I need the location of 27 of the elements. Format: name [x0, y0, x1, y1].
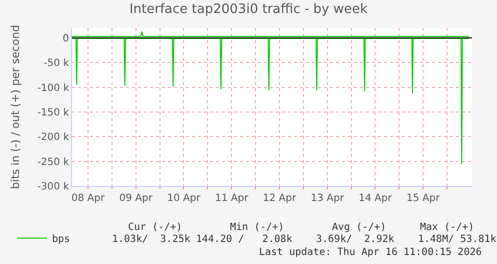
y-axis-title: bits in (-) / out (+) per second — [8, 24, 22, 190]
y-tick-label: -250 k — [37, 156, 70, 168]
text: Max (-/+) — [420, 222, 474, 233]
y-tick-label: -200 k — [37, 132, 70, 144]
x-tick-label: 14 Apr — [358, 193, 393, 204]
text: Min (-/+) — [230, 222, 284, 233]
text: Avg (-/+) — [332, 222, 386, 233]
y-tick-label: -300 k — [37, 182, 70, 192]
x-tick-label: 11 Apr — [215, 193, 250, 204]
x-tick-label: 10 Apr — [167, 193, 202, 204]
y-tick-label: 0 — [62, 33, 69, 44]
y-tick-label: -50 k — [44, 58, 70, 70]
y-tick-label: -100 k — [37, 82, 70, 94]
text: 1.03k/ 3.25k — [112, 234, 190, 245]
legend-label: bps — [52, 234, 70, 246]
y-tick-label: -150 k — [37, 107, 70, 118]
text: Cur (-/+) — [128, 222, 182, 233]
text: Last update: Thu Apr 16 11:00:15 2026 — [259, 247, 482, 258]
x-tick-label: 15 Apr — [406, 193, 441, 204]
x-tick-label: 12 Apr — [262, 193, 297, 204]
x-tick-label: 13 Apr — [310, 193, 345, 204]
x-tick-label: 09 Apr — [119, 193, 154, 204]
text: 3.69k/ 2.92k — [316, 234, 394, 245]
x-tick-label: 08 Apr — [71, 193, 106, 204]
text: 1.48M/ 53.81k — [418, 234, 496, 245]
chart-title: Interface tap2003i0 traffic - by week — [129, 2, 368, 18]
text: 144.20 / 2.08k — [196, 234, 292, 245]
